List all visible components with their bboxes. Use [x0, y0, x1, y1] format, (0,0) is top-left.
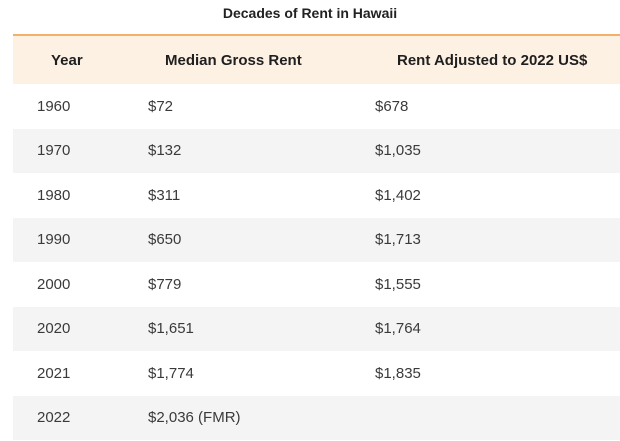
year-cell: 2021 [37, 364, 71, 382]
column-header-year: Year [51, 51, 83, 69]
table-title: Decades of Rent in Hawaii [222, 5, 398, 21]
median-rent-cell: $311 [148, 186, 181, 204]
table-row: 2022 $2,036 (FMR) [13, 395, 620, 440]
table-row: 2020 $1,651 $1,764 [13, 306, 620, 351]
rent-table: Year Median Gross Rent Rent Adjusted to … [13, 34, 620, 440]
median-rent-cell: $132 [148, 142, 182, 160]
adjusted-rent-cell: $1,035 [375, 142, 421, 160]
table-row: 2021 $1,774 $1,835 [13, 351, 620, 396]
table-row: 1990 $650 $1,713 [13, 217, 620, 262]
adjusted-rent-cell: $1,402 [375, 186, 421, 204]
year-cell: 2022 [37, 409, 71, 427]
table-header: Year Median Gross Rent Rent Adjusted to … [13, 34, 620, 84]
adjusted-rent-cell: $678 [375, 97, 409, 115]
year-cell: 1980 [37, 186, 71, 204]
median-rent-cell: $2,036 (FMR) [148, 409, 241, 427]
table-row: 2000 $779 $1,555 [13, 262, 620, 307]
adjusted-rent-cell: $1,713 [375, 231, 421, 249]
column-header-rent-adjusted: Rent Adjusted to 2022 US$ [397, 51, 588, 69]
year-cell: 1990 [37, 231, 71, 249]
table-row: 1960 $72 $678 [13, 84, 620, 129]
year-cell: 2020 [37, 320, 71, 338]
table-row: 1980 $311 $1,402 [13, 173, 620, 218]
median-rent-cell: $779 [148, 275, 182, 293]
adjusted-rent-cell: $1,835 [375, 364, 421, 382]
adjusted-rent-cell: $1,764 [375, 320, 421, 338]
year-cell: 1970 [37, 142, 71, 160]
table-row: 1970 $132 $1,035 [13, 128, 620, 173]
median-rent-cell: $72 [148, 97, 174, 115]
year-cell: 1960 [37, 97, 71, 115]
median-rent-cell: $1,774 [148, 364, 194, 382]
median-rent-cell: $1,651 [148, 320, 194, 338]
median-rent-cell: $650 [148, 231, 182, 249]
year-cell: 2000 [37, 275, 71, 293]
column-header-median-gross-rent: Median Gross Rent [165, 51, 302, 69]
adjusted-rent-cell: $1,555 [375, 275, 421, 293]
